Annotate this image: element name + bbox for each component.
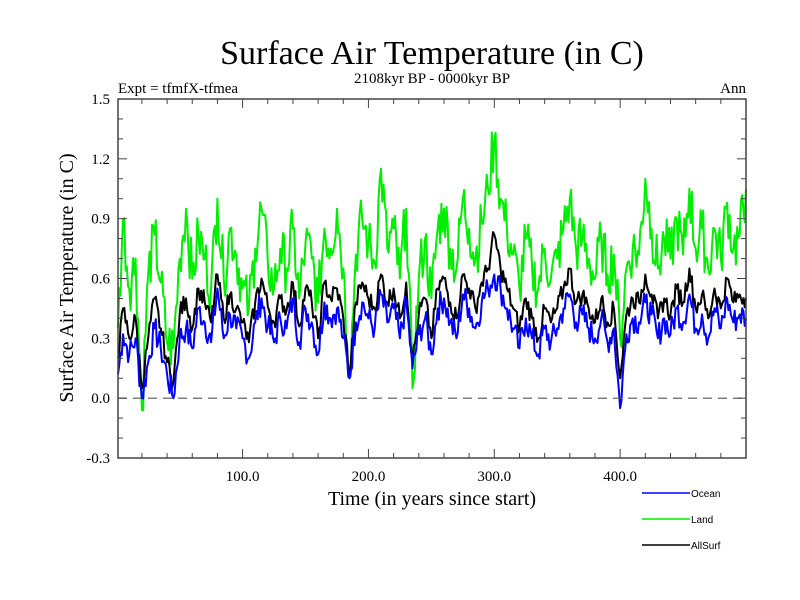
legend: Ocean Land AllSurf <box>642 489 721 552</box>
x-tick-label: 300.0 <box>477 469 511 485</box>
y-tick-label: 0.3 <box>91 331 110 347</box>
series-line-allsurf <box>117 231 747 390</box>
experiment-label: Expt = tfmfX-tfmea <box>118 81 238 97</box>
y-tick-label: 1.2 <box>91 152 110 168</box>
series-layer <box>117 131 747 412</box>
season-label: Ann <box>720 81 746 97</box>
series-line-ocean <box>117 273 747 410</box>
y-tick-label: 1.5 <box>91 92 110 108</box>
x-tick-label: 200.0 <box>352 469 386 485</box>
x-axis-label: Time (in years since start) <box>328 488 536 510</box>
legend-label-ocean: Ocean <box>691 489 720 500</box>
chart-title: Surface Air Temperature (in C) <box>220 35 644 72</box>
y-tick-label: -0.3 <box>86 451 110 467</box>
chart-subtitle: 2108kyr BP - 0000kyr BP <box>354 71 510 87</box>
series-line-land <box>117 131 747 412</box>
x-tick-label: 100.0 <box>226 469 260 485</box>
y-tick-label: 0.6 <box>91 272 110 288</box>
y-tick-label: 0.0 <box>91 391 110 407</box>
legend-label-allsurf: AllSurf <box>691 541 721 552</box>
x-tick-label: 400.0 <box>603 469 637 485</box>
y-tick-label: 0.9 <box>91 212 110 228</box>
legend-label-land: Land <box>691 515 713 526</box>
axes-layer: 100.0 200.0 300.0 400.0 -0.3 0.0 0.3 0.6 0.9 1.2 1… <box>86 92 747 485</box>
y-axis-label: Surface Air Temperature (in C) <box>56 153 78 402</box>
